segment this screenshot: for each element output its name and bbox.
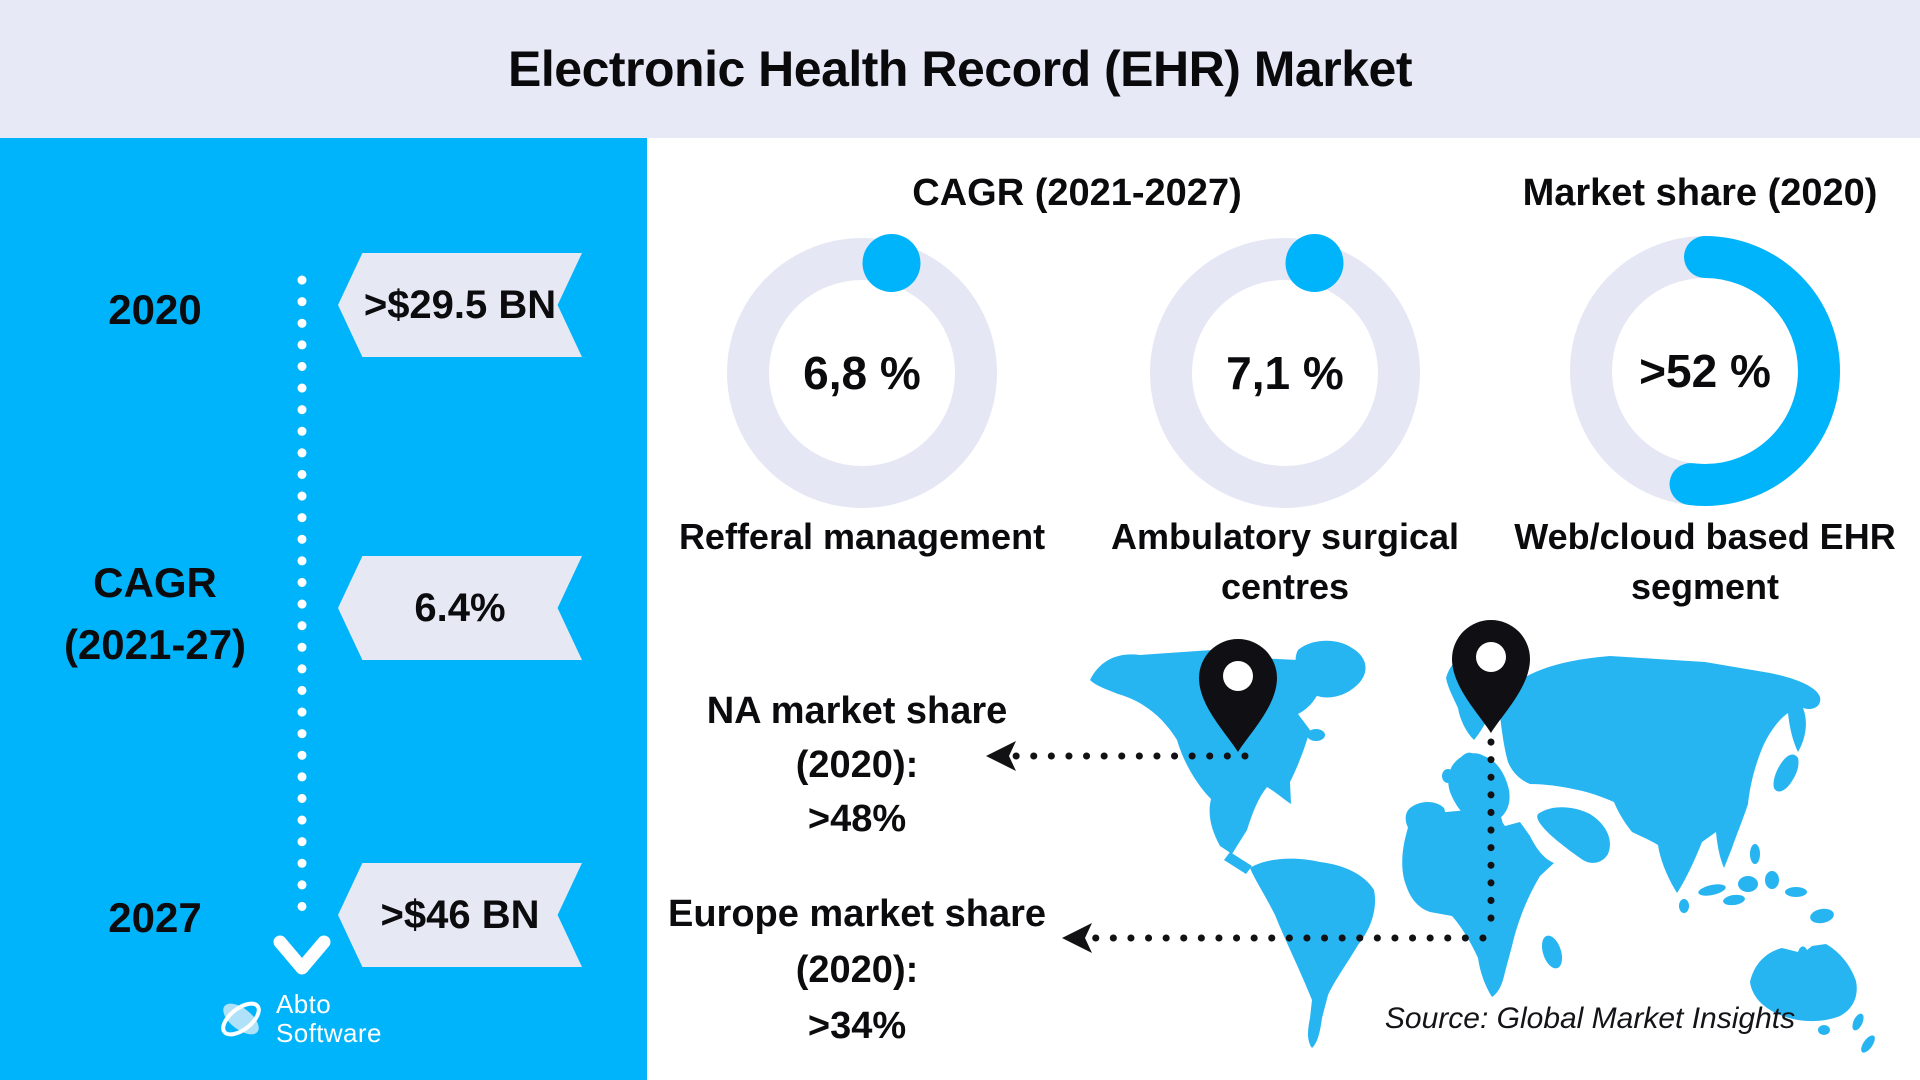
abto-software-logo: Abto Software xyxy=(218,990,382,1048)
new-zealand xyxy=(1861,1035,1875,1053)
donut-ring xyxy=(727,238,997,508)
philippines xyxy=(1750,844,1760,864)
greenland xyxy=(1295,640,1366,698)
banner-value: >$29.5 BN xyxy=(363,282,557,327)
donut-label-line: Refferal management xyxy=(678,516,1046,557)
year-label: 2027 xyxy=(108,894,202,941)
asia xyxy=(1500,656,1821,893)
tasmania xyxy=(1818,1025,1830,1035)
donut-chart-market-share xyxy=(1570,236,1840,506)
cagr-label-line: (2021-27) xyxy=(63,621,247,668)
europe-market-share-callout: Europe market share (2020): >34% xyxy=(607,886,1107,1054)
left-arrowhead-icon xyxy=(1062,923,1092,953)
timeline-dotted-arrow xyxy=(273,275,331,975)
donut-label-line: Ambulatory surgical xyxy=(1110,516,1460,557)
donut-label-line: Web/cloud based EHR xyxy=(1514,516,1896,557)
callout-connectors xyxy=(986,738,1495,953)
page-title: Electronic Health Record (EHR) Market xyxy=(508,41,1412,97)
new-zealand xyxy=(1852,1013,1864,1031)
europe-mainland xyxy=(1448,753,1510,823)
market-share-heading: Market share (2020) xyxy=(1522,172,1878,214)
sri-lanka xyxy=(1679,899,1689,913)
iceland xyxy=(1307,729,1325,741)
south-america xyxy=(1250,858,1376,1048)
new-guinea xyxy=(1810,908,1834,924)
donut-value: 6,8 % xyxy=(803,347,921,399)
timeline-year-2027: 2027 xyxy=(25,894,285,942)
banner-value: 6.4% xyxy=(414,585,506,630)
world-map xyxy=(986,620,1875,1053)
logo-text-line2: Software xyxy=(276,1018,382,1048)
donut-progress-dot xyxy=(862,234,921,292)
donut-ring xyxy=(1150,238,1420,508)
donut-progress-dot xyxy=(1285,234,1344,292)
australia xyxy=(1750,944,1857,1022)
donut-chart-ambulatory xyxy=(1150,234,1420,508)
donut-label-webcloud: Web/cloud based EHR segment xyxy=(1485,512,1920,612)
atom-icon xyxy=(221,1001,261,1037)
donut-label-refferal: Refferal management xyxy=(642,512,1082,562)
header-bar xyxy=(0,0,1920,138)
donut-progress-arc xyxy=(1570,236,1840,506)
cagr-label-line: CAGR xyxy=(93,559,217,606)
donut-label-ambulatory: Ambulatory surgical centres xyxy=(1065,512,1505,612)
central-america xyxy=(1224,852,1252,874)
donut-value: >52 % xyxy=(1639,345,1771,397)
africa xyxy=(1402,809,1554,997)
callout-line: NA market share xyxy=(706,690,1008,732)
value-banner-2027: >$46 BN xyxy=(338,863,582,967)
timeline-cagr-label: CAGR (2021-27) xyxy=(25,552,285,676)
arabia xyxy=(1537,807,1610,863)
callout-line: >48% xyxy=(807,798,907,840)
donut-value: 7,1 % xyxy=(1226,347,1344,399)
cagr-section-heading: CAGR (2021-2027) xyxy=(912,172,1242,214)
location-pin-icon-europe xyxy=(1452,620,1530,733)
madagascar xyxy=(1541,935,1563,969)
banner-value: >$46 BN xyxy=(380,892,540,937)
donut-label-line: segment xyxy=(1630,566,1780,607)
value-banner-cagr: 6.4% xyxy=(338,556,582,660)
donut-chart-refferal xyxy=(727,234,997,508)
left-arrowhead-icon xyxy=(986,741,1016,771)
timeline-year-2020: 2020 xyxy=(25,286,285,334)
callout-line: (2020): xyxy=(795,949,919,991)
value-banner-2020: >$29.5 BN xyxy=(338,253,582,357)
na-market-share-callout: NA market share (2020): >48% xyxy=(607,684,1107,846)
source-note: Source: Global Market Insights xyxy=(1384,1002,1796,1035)
callout-line: (2020): xyxy=(795,744,919,786)
callout-line: Europe market share xyxy=(667,893,1047,935)
callout-line: >34% xyxy=(807,1005,907,1047)
donut-label-line: centres xyxy=(1220,566,1350,607)
location-pin-icon-na xyxy=(1199,639,1277,752)
japan xyxy=(1773,754,1799,792)
chevron-down-icon xyxy=(273,935,331,975)
year-label: 2020 xyxy=(108,286,202,333)
logo-text-line1: Abto xyxy=(276,989,332,1019)
